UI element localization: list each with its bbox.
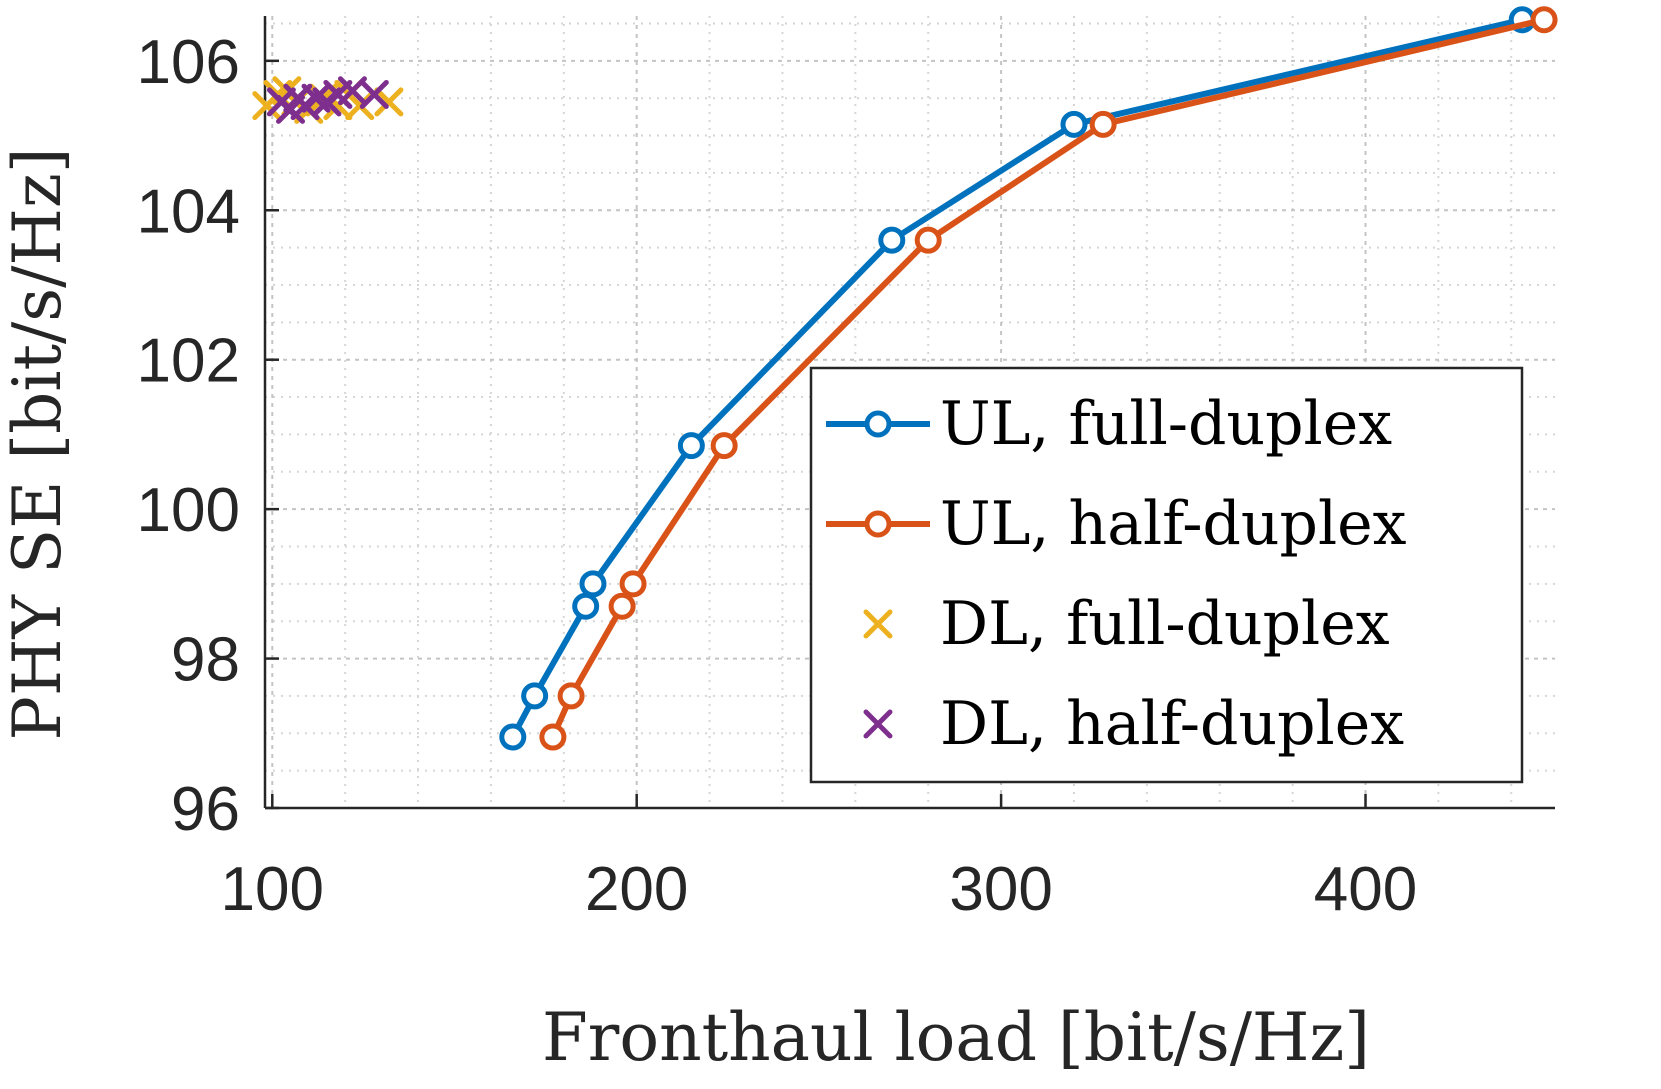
data-point [710, 432, 738, 460]
data-point [359, 79, 389, 109]
data-point [914, 226, 942, 254]
data-point [677, 432, 705, 460]
data-point [499, 723, 527, 751]
series-line [510, 16, 1523, 739]
legend-marker [863, 609, 893, 639]
legend: UL, full-duplex UL, half-duplex DL, full-d… [809, 366, 1524, 784]
legend-item: UL, half-duplex [826, 489, 1407, 559]
legend-label: UL, full-duplex [940, 389, 1392, 459]
legend-item: DL, full-duplex [863, 589, 1390, 659]
legend-marker [863, 709, 893, 739]
tick-labels: 100 200 300 400 96 98 100 102 104 106 [137, 28, 1418, 924]
data-point [539, 723, 567, 751]
y-tick-label: 106 [137, 28, 240, 97]
series-line [550, 16, 1545, 739]
series-dl-half-duplex [266, 76, 389, 124]
y-tick-label: 98 [171, 626, 240, 695]
x-tick-label: 100 [221, 855, 324, 924]
plot-area [252, 6, 1558, 751]
data-point [878, 226, 906, 254]
axes [263, 16, 1555, 810]
y-tick-label: 104 [137, 177, 240, 246]
x-tick-label: 200 [585, 855, 688, 924]
data-point [557, 682, 585, 710]
x-tick-label: 400 [1314, 855, 1417, 924]
legend-label: UL, half-duplex [940, 489, 1407, 559]
data-point [374, 87, 404, 117]
series-ul-full-duplex [499, 6, 1536, 751]
series-ul-half-duplex [539, 6, 1558, 751]
y-tick-label: 100 [137, 476, 240, 545]
data-point [579, 570, 607, 598]
legend-label: DL, full-duplex [940, 589, 1390, 659]
legend-label: DL, half-duplex [940, 689, 1404, 759]
data-point [572, 592, 600, 620]
data-point [1089, 110, 1117, 138]
legend-box [809, 366, 1524, 784]
x-axis-title: Fronthaul load [bit/s/Hz] [542, 999, 1370, 1076]
x-tick-label: 300 [949, 855, 1052, 924]
data-point [608, 592, 636, 620]
legend-item: UL, full-duplex [826, 389, 1392, 459]
y-tick-label: 96 [171, 775, 240, 844]
legend-item: DL, half-duplex [863, 689, 1404, 759]
y-tick-label: 102 [137, 327, 240, 396]
data-point [619, 570, 647, 598]
data-point [1060, 110, 1088, 138]
legend-marker [864, 410, 892, 438]
legend-marker [864, 510, 892, 538]
data-point [1530, 6, 1558, 34]
y-axis-title: PHY SE [bit/s/Hz] [0, 148, 76, 741]
data-point [521, 682, 549, 710]
